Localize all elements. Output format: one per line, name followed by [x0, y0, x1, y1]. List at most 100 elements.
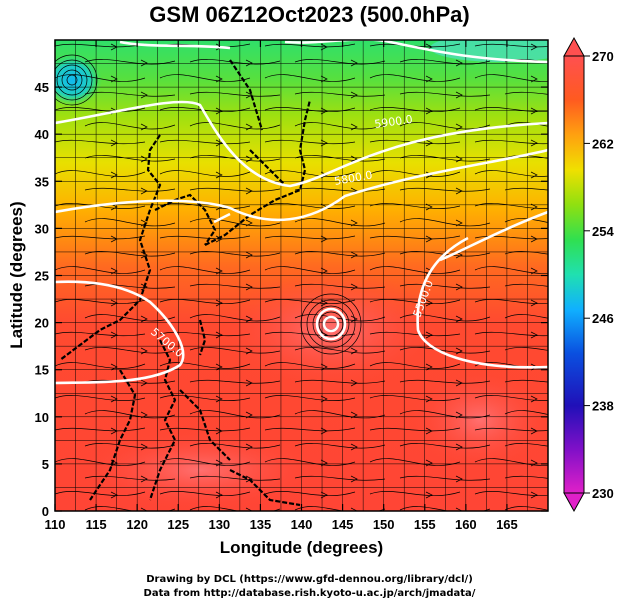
streamline — [55, 427, 548, 432]
streamline-arrow — [320, 363, 328, 371]
streamline-arrow — [110, 299, 118, 307]
streamline — [84, 251, 548, 257]
streamline — [84, 443, 548, 449]
y-tick-label: 35 — [35, 174, 49, 189]
streamline-arrow — [215, 139, 223, 147]
streamline-arrow — [425, 395, 433, 403]
streamline-arrow — [530, 171, 538, 179]
streamline-arrow — [455, 123, 463, 131]
streamline-arrow — [215, 363, 223, 371]
streamline-arrow — [350, 155, 358, 163]
y-tick-label: 5 — [42, 457, 49, 472]
streamline-arrow — [245, 283, 253, 291]
x-tick-label: 115 — [86, 517, 107, 532]
credit-data: Data from http://database.rish.kyoto-u.a… — [143, 588, 476, 599]
streamline-arrow — [350, 411, 358, 419]
streamline-arrow — [425, 203, 433, 211]
streamline-arrow — [215, 299, 223, 307]
streamline-arrow — [320, 171, 328, 179]
streamline-arrow — [530, 75, 538, 83]
streamline — [84, 187, 548, 192]
streamline-arrow — [320, 395, 328, 403]
streamline-arrow — [561, 508, 567, 514]
streamline-arrow — [425, 491, 433, 499]
colorbar-tick-label: 238 — [592, 399, 614, 414]
streamline-arrow — [455, 475, 463, 483]
streamline-arrow — [320, 235, 328, 243]
streamline-arrow — [425, 107, 433, 115]
streamline-arrow — [140, 91, 148, 99]
streamline-arrow — [455, 507, 463, 511]
streamline-arrow — [350, 251, 358, 259]
streamline-arrow — [110, 75, 118, 83]
height-contours — [55, 40, 548, 385]
streamline-arrow — [455, 443, 463, 451]
streamline-arrow — [530, 299, 538, 307]
streamline-arrow — [215, 107, 223, 115]
streamline-arrow — [215, 75, 223, 83]
streamline — [55, 362, 548, 369]
x-tick-label: 150 — [373, 517, 395, 532]
axes: 110 115 120 125 130 135 140 145 150 155 160 165 0 5 10… — [35, 40, 548, 532]
streamline-arrow — [140, 59, 148, 67]
streamline-arrow — [425, 235, 433, 243]
streamline-arrow — [530, 107, 538, 115]
streamline — [84, 410, 548, 419]
streamline-arrow — [320, 267, 328, 275]
contour-label: 5900.0 — [374, 113, 414, 131]
vortex-ring — [312, 305, 350, 343]
vortex-ring — [61, 69, 83, 91]
streamline — [84, 506, 548, 511]
temperature-field: 5900.0 5800.0 5700.0 5500.0 — [55, 40, 567, 514]
streamlines — [55, 43, 567, 514]
streamline-arrow — [320, 459, 328, 467]
streamline-arrow — [425, 139, 433, 147]
streamline-arrow — [350, 123, 358, 131]
streamline — [55, 139, 548, 145]
streamline — [55, 74, 548, 82]
streamline-arrow — [455, 187, 463, 195]
streamline — [84, 475, 548, 481]
streamline-arrow — [245, 411, 253, 419]
streamline-arrow — [530, 427, 538, 435]
colorbar-tick-label: 246 — [592, 311, 614, 326]
coastlines — [59, 59, 312, 507]
streamline-arrow — [110, 267, 118, 275]
credit-drawing: Drawing by DCL (https://www.gfd-dennou.o… — [146, 574, 473, 585]
streamline-arrow — [425, 299, 433, 307]
streamline — [84, 155, 548, 162]
y-tick-label: 30 — [35, 221, 49, 236]
colorbar-tick-label: 230 — [592, 486, 614, 501]
streamline-arrow — [530, 395, 538, 403]
x-tick-label: 140 — [291, 517, 313, 532]
streamline-arrow — [245, 379, 253, 387]
streamline-arrow — [320, 427, 328, 435]
streamline-arrow — [215, 171, 223, 179]
colorbar-tick-label: 270 — [592, 49, 614, 64]
streamline-arrow — [245, 315, 253, 323]
streamline-arrow — [530, 267, 538, 275]
streamline-arrow — [425, 363, 433, 371]
streamline-arrow — [455, 347, 463, 355]
streamline-arrow — [455, 315, 463, 323]
streamline — [55, 107, 548, 112]
x-tick-label: 130 — [208, 517, 230, 532]
lat-lon-grid — [55, 40, 548, 511]
y-tick-label: 45 — [35, 80, 49, 95]
streamline-arrow — [245, 507, 253, 511]
streamline-arrow — [455, 91, 463, 99]
vortex-ring — [306, 299, 356, 349]
streamline-arrow — [350, 443, 358, 451]
streamline-arrow — [245, 219, 253, 227]
streamline-arrow — [530, 139, 538, 147]
streamline-arrow — [110, 395, 118, 403]
streamline-arrow — [110, 427, 118, 435]
chart-title: GSM 06Z12Oct2023 (500.0hPa) — [149, 2, 470, 27]
streamline-arrow — [425, 75, 433, 83]
x-tick-label: 165 — [496, 517, 518, 532]
streamline-arrow — [245, 59, 253, 67]
streamline-arrow — [455, 59, 463, 67]
streamline-arrow — [215, 267, 223, 275]
streamline-arrow — [350, 283, 358, 291]
streamline-arrow — [245, 347, 253, 355]
